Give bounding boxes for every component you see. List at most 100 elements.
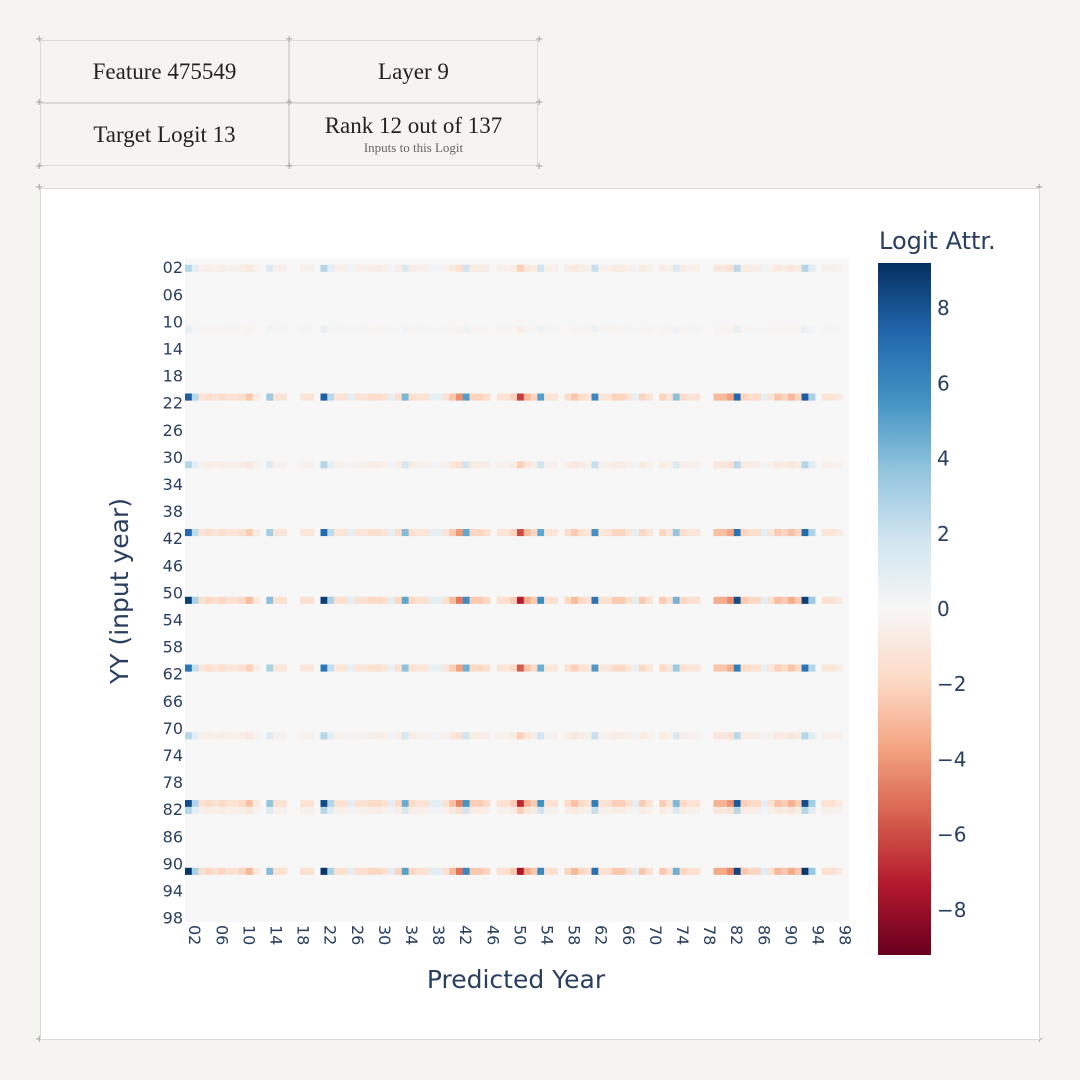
heatmap-cell (340, 264, 348, 272)
heatmap-cell (774, 325, 782, 333)
heatmap-cell (198, 806, 206, 814)
heatmap-cell (266, 732, 274, 740)
heatmap-cell (374, 461, 382, 469)
feature-label: Feature 475549 (92, 58, 237, 84)
heatmap-cell (605, 806, 613, 814)
heatmap-cell (659, 325, 667, 333)
heatmap-cell (828, 800, 836, 808)
heatmap-cell (571, 264, 579, 272)
heatmap-cell (679, 867, 687, 875)
heatmap-cell (388, 264, 396, 272)
heatmap-cell (638, 800, 647, 808)
heatmap-cell (611, 264, 619, 272)
heatmap-cell (808, 461, 816, 469)
heatmap-background (185, 258, 849, 922)
heatmap-cell (273, 393, 281, 401)
heatmap-cell (727, 325, 735, 333)
heatmap-cell (523, 867, 531, 875)
heatmap-cell (781, 393, 789, 401)
heatmap-cell (828, 529, 836, 537)
heatmap-cell (232, 732, 240, 740)
heatmap-cell (801, 664, 809, 672)
heatmap-cell (266, 393, 274, 401)
heatmap-cell (232, 461, 240, 469)
heatmap-cell (591, 806, 599, 814)
heatmap-cell (645, 664, 653, 672)
heatmap-cell (577, 461, 586, 469)
heatmap-cell (720, 461, 728, 469)
heatmap-cell (666, 596, 674, 604)
heatmap-cell (408, 867, 416, 875)
heatmap-cell (320, 264, 328, 272)
heatmap-cell (401, 732, 409, 740)
colorbar-tick-label: 8 (937, 296, 950, 320)
heatmap-cell (408, 393, 416, 401)
heatmap-cell (679, 325, 687, 333)
heatmap-cell (320, 806, 328, 814)
heatmap-cell (232, 867, 240, 875)
heatmap-cell (415, 596, 423, 604)
heatmap-cell (598, 529, 606, 537)
heatmap-cell (835, 596, 843, 604)
heatmap-cell (252, 325, 260, 333)
heatmap-cell (510, 867, 518, 875)
heatmap-cell (449, 264, 457, 272)
heatmap-cell (212, 264, 220, 272)
heatmap-cell (503, 800, 511, 808)
heatmap-cell (727, 393, 735, 401)
corner-mark: + (35, 161, 44, 172)
heatmap-cell (544, 325, 552, 333)
heatmap-cell (530, 529, 538, 537)
heatmap-cell (828, 806, 836, 814)
heatmap-cell (821, 800, 829, 808)
heatmap-cell (788, 806, 796, 814)
heatmap-cell (754, 800, 762, 808)
heatmap-cell (788, 264, 796, 272)
heatmap-cell (605, 529, 613, 537)
x-tick-label: 26 (348, 925, 367, 945)
heatmap-cell (442, 325, 450, 333)
y-tick-label: 26 (163, 421, 183, 440)
heatmap-cell (760, 732, 768, 740)
heatmap-cell (713, 867, 721, 875)
heatmap-cell (232, 806, 240, 814)
heatmap-cell (666, 800, 674, 808)
heatmap-cell (218, 325, 226, 333)
heatmap-cell (503, 732, 511, 740)
heatmap-cell (483, 596, 491, 604)
heatmap-cell (422, 800, 430, 808)
heatmap-cell (788, 867, 796, 875)
heatmap-cell (354, 461, 362, 469)
heatmap-cell (422, 867, 430, 875)
heatmap-cell (760, 529, 768, 537)
heatmap-cell (577, 800, 586, 808)
heatmap-cell (327, 596, 335, 604)
heatmap-cell (476, 732, 484, 740)
heatmap-cell (821, 732, 829, 740)
heatmap-cell (584, 393, 592, 401)
heatmap-cell (537, 264, 545, 272)
heatmap-cell (245, 664, 254, 672)
corner-mark: + (285, 34, 294, 45)
heatmap-cell (239, 664, 247, 672)
heatmap-cell (801, 806, 809, 814)
heatmap-cell (611, 800, 619, 808)
heatmap-cell (713, 529, 721, 537)
y-tick-label: 66 (163, 692, 183, 711)
heatmap-cell (760, 800, 768, 808)
y-tick-label: 30 (163, 448, 183, 467)
y-tick-label: 54 (163, 611, 183, 630)
heatmap-cell (503, 461, 511, 469)
corner-mark: + (535, 34, 544, 45)
heatmap-cell (638, 461, 647, 469)
heatmap-cell (645, 800, 653, 808)
heatmap-cell (306, 461, 315, 469)
corner-mark: + (1035, 183, 1043, 193)
heatmap-cell (361, 393, 369, 401)
heatmap-cell (835, 867, 843, 875)
heatmap-cell (408, 529, 416, 537)
layer-label: Layer 9 (378, 58, 449, 84)
heatmap-cell (571, 529, 579, 537)
heatmap-cell (571, 806, 579, 814)
heatmap-cell (821, 867, 829, 875)
